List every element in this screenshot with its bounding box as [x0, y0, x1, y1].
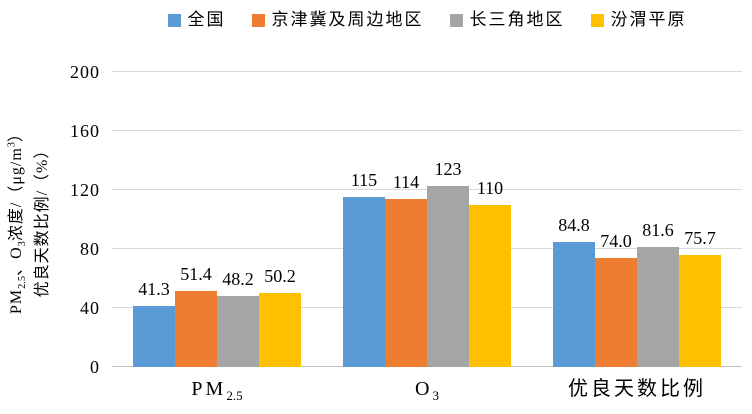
legend-item-3: 汾渭平原 [590, 9, 687, 31]
legend-label: 京津冀及周边地区 [271, 10, 424, 29]
bar-value-label: 84.8 [558, 215, 590, 235]
sub-text: 2.5 [17, 275, 29, 289]
bar [469, 205, 511, 367]
sup-text: 3 [6, 142, 18, 148]
x-category-label: O3 [322, 376, 532, 402]
bar-value-label: 123 [434, 159, 462, 179]
x-category-label: PM2.5 [112, 376, 322, 402]
legend-item-1: 京津冀及周边地区 [251, 9, 424, 31]
bar [385, 199, 427, 367]
bar-group-0: 41.3 51.4 48.2 50.2 [112, 72, 322, 367]
gridline [112, 71, 742, 72]
text-segment: ） [8, 124, 25, 142]
bar-value-label: 74.0 [600, 231, 632, 251]
bar [595, 258, 637, 367]
legend: 全国 京津冀及周边地区 长三角地区 汾渭平原 [112, 9, 742, 31]
legend-swatch-icon [251, 13, 265, 27]
legend-item-2: 长三角地区 [449, 9, 565, 31]
legend-swatch-icon [449, 13, 463, 27]
bar [427, 186, 469, 367]
bar-value-label: 110 [476, 178, 504, 198]
bar [679, 255, 721, 367]
text-segment: 优良天数比例 [568, 378, 706, 400]
y-axis-title-text: PM2.5、O3浓度/（μg/m3） 优良天数比例/（%） [4, 72, 60, 367]
legend-label: 长三角地区 [469, 10, 565, 29]
x-category-label: 优良天数比例 [532, 376, 742, 402]
text-segment: PM [8, 288, 25, 315]
legend-item-0: 全国 [167, 9, 226, 31]
bar [637, 247, 679, 367]
gridline [112, 130, 742, 131]
sub-text: 3 [432, 388, 439, 403]
bar-value-label: 41.3 [138, 279, 170, 299]
text-segment: PM [191, 378, 227, 400]
bar-value-label: 51.4 [180, 264, 212, 284]
legend-swatch-icon [590, 13, 604, 27]
text-segment: O [415, 378, 433, 400]
sub-text: 2.5 [226, 388, 243, 403]
bar-group-2: 84.8 74.0 81.6 75.7 [532, 72, 742, 367]
bar-value-label: 75.7 [684, 228, 716, 248]
legend-label: 汾渭平原 [610, 10, 687, 29]
bar-value-label: 50.2 [264, 266, 296, 286]
y-axis-title-line-1: PM2.5、O3浓度/（μg/m3） [4, 72, 30, 367]
bar [343, 197, 385, 367]
text-segment: 、O [8, 246, 25, 276]
bar-value-label: 115 [350, 170, 378, 190]
bar [175, 291, 217, 367]
legend-label: 全国 [187, 10, 226, 29]
bar [259, 293, 301, 367]
bar [217, 296, 259, 367]
bar-value-label: 81.6 [642, 220, 674, 240]
bar-group-1: 115 114 123 110 [322, 72, 532, 367]
bar-value-label: 48.2 [222, 269, 254, 289]
bar-value-label: 114 [392, 172, 420, 192]
plot-area: 41.3 51.4 48.2 50.2 115 114 123 110 84.8 74.0 81.6… [112, 71, 742, 367]
y-axis-title: PM2.5、O3浓度/（μg/m3） 优良天数比例/（%） [4, 72, 60, 367]
text-segment: 优良天数比例/（%） [34, 141, 51, 298]
text-segment: 浓度/（μg/m [8, 147, 25, 242]
sub-text: 3 [17, 241, 29, 247]
bar [133, 306, 175, 367]
y-axis-title-line-2: 优良天数比例/（%） [30, 72, 56, 367]
legend-swatch-icon [167, 13, 181, 27]
bar [553, 242, 595, 367]
